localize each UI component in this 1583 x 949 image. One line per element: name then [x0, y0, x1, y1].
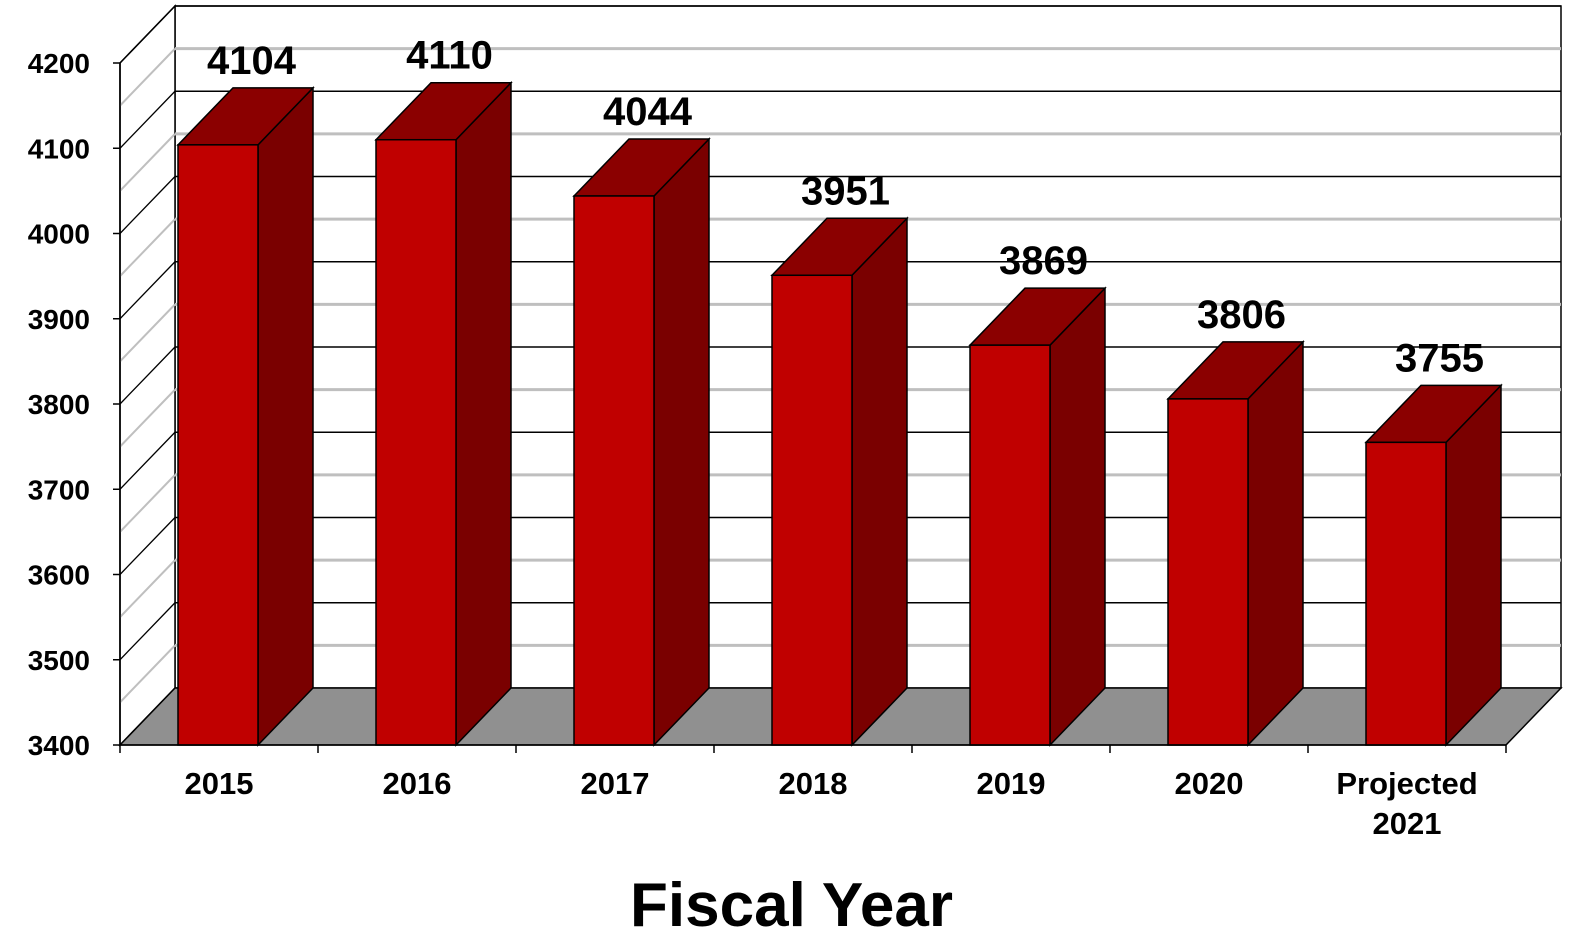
bar-side: [851, 216, 908, 747]
x-axis-title: Fiscal Year: [630, 871, 953, 940]
bar-2020: [1166, 340, 1305, 747]
data-label: 3755: [1395, 336, 1484, 380]
x-tick-label: 2018: [779, 766, 848, 801]
y-tick-label: 3900: [28, 304, 90, 335]
gridline-wall: [119, 431, 176, 490]
data-label: 4044: [603, 90, 693, 134]
minor-gridline-wall: [119, 303, 176, 363]
axes: 3400 3500 3600 3700 3800 3900 4000 4100 4200 2015…: [28, 48, 1507, 841]
data-label: 4104: [207, 39, 297, 83]
bar-side: [455, 80, 512, 747]
bar-front: [375, 138, 457, 746]
bar-side: [1445, 383, 1502, 747]
y-tick-label: 4100: [28, 133, 90, 164]
minor-gridline-wall: [119, 474, 176, 533]
data-labels: 4104 4110 4044 3951 3869 3806 3755: [207, 34, 1484, 381]
x-tick-label: 2020: [1175, 766, 1244, 801]
bar-projected-2021: [1364, 383, 1503, 747]
bar-side: [1049, 286, 1106, 747]
bar-side: [1247, 340, 1304, 747]
x-tick-label: 2017: [581, 766, 650, 801]
y-tick-label: 3600: [28, 560, 90, 591]
data-label: 3951: [801, 169, 890, 213]
bar-side: [653, 137, 710, 747]
minor-gridline-wall: [119, 388, 176, 448]
bar-front: [1365, 441, 1447, 746]
gridline-wall: [119, 517, 176, 575]
bar-front: [771, 274, 853, 746]
x-tick-label: 2016: [383, 766, 452, 801]
bar-front: [1167, 398, 1249, 746]
gridline-wall: [119, 176, 176, 234]
y-tick-label: 4200: [28, 48, 90, 79]
gridline-wall: [119, 346, 176, 405]
minor-gridline-wall: [119, 218, 176, 277]
minor-gridline-wall: [119, 644, 176, 704]
data-label: 3869: [999, 239, 1088, 283]
gridline-wall: [119, 90, 176, 149]
bars: [176, 80, 1503, 747]
gridline-wall: [119, 5, 176, 64]
bar-front: [573, 195, 655, 746]
bar-2019: [968, 286, 1107, 747]
data-label: 4110: [406, 34, 493, 78]
x-tick-label: 2019: [977, 766, 1046, 801]
x-tick-label: Projected 2021: [1336, 766, 1477, 841]
bar-2017: [572, 137, 711, 747]
y-tick-label: 3400: [28, 730, 90, 761]
bar-side: [257, 85, 314, 747]
bar-2016: [374, 80, 513, 747]
bar-front: [969, 344, 1051, 746]
y-tick-label: 3800: [28, 389, 90, 420]
y-tick-label: 3700: [28, 474, 90, 505]
minor-gridline-wall: [119, 559, 176, 618]
minor-gridline-wall: [119, 133, 176, 192]
bar-2015: [176, 85, 315, 747]
gridline-wall: [119, 602, 176, 661]
x-tick-label: 2015: [185, 766, 254, 801]
bar-2018: [770, 216, 909, 747]
minor-gridline-wall: [119, 47, 176, 107]
gridline-wall: [119, 261, 176, 320]
y-tick-label: 4000: [28, 219, 90, 250]
y-tick-label: 3500: [28, 645, 90, 676]
data-label: 3806: [1197, 293, 1286, 337]
bar-front: [177, 144, 259, 746]
